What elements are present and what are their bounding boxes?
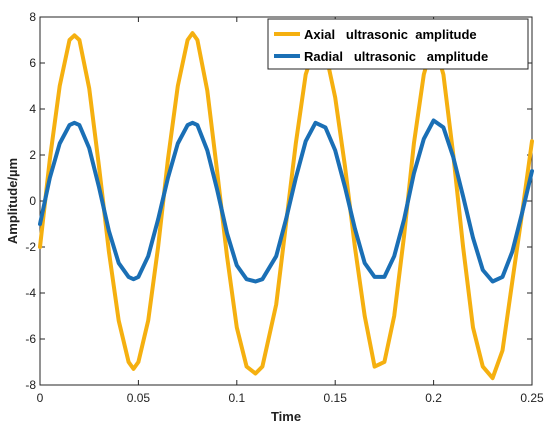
x-tick-label: 0.15 (324, 391, 348, 405)
x-tick-label: 0 (37, 391, 44, 405)
legend-label-axial: Axial ultrasonic amplitude (304, 27, 477, 42)
y-tick-label: -6 (25, 332, 36, 346)
y-tick-label: 6 (29, 56, 36, 70)
y-tick-label: 0 (29, 194, 36, 208)
legend: Axial ultrasonic amplitude Radial ultras… (267, 18, 529, 70)
y-axis-title: Amplitude/µm (5, 158, 20, 244)
x-tick-label: 0.2 (425, 391, 442, 405)
legend-label-radial: Radial ultrasonic amplitude (304, 49, 488, 64)
series-layer (38, 31, 534, 381)
x-tick-label: 0.1 (228, 391, 245, 405)
series-line-radial (38, 118, 534, 284)
y-tick-label: -8 (25, 378, 36, 392)
x-axis-title: Time (271, 409, 301, 424)
x-axis-ticks: 0 0.05 0.1 0.15 0.2 0.25 (37, 17, 544, 405)
y-tick-label: 8 (29, 10, 36, 24)
y-tick-label: 2 (29, 148, 36, 162)
y-tick-label: -4 (25, 286, 36, 300)
y-tick-label: 4 (29, 102, 36, 116)
x-tick-label: 0.05 (127, 391, 151, 405)
y-tick-label: -2 (25, 240, 36, 254)
legend-box (267, 18, 529, 70)
series-line-axial (38, 31, 534, 381)
plot-frame (39, 16, 533, 386)
x-tick-label: 0.25 (520, 391, 544, 405)
